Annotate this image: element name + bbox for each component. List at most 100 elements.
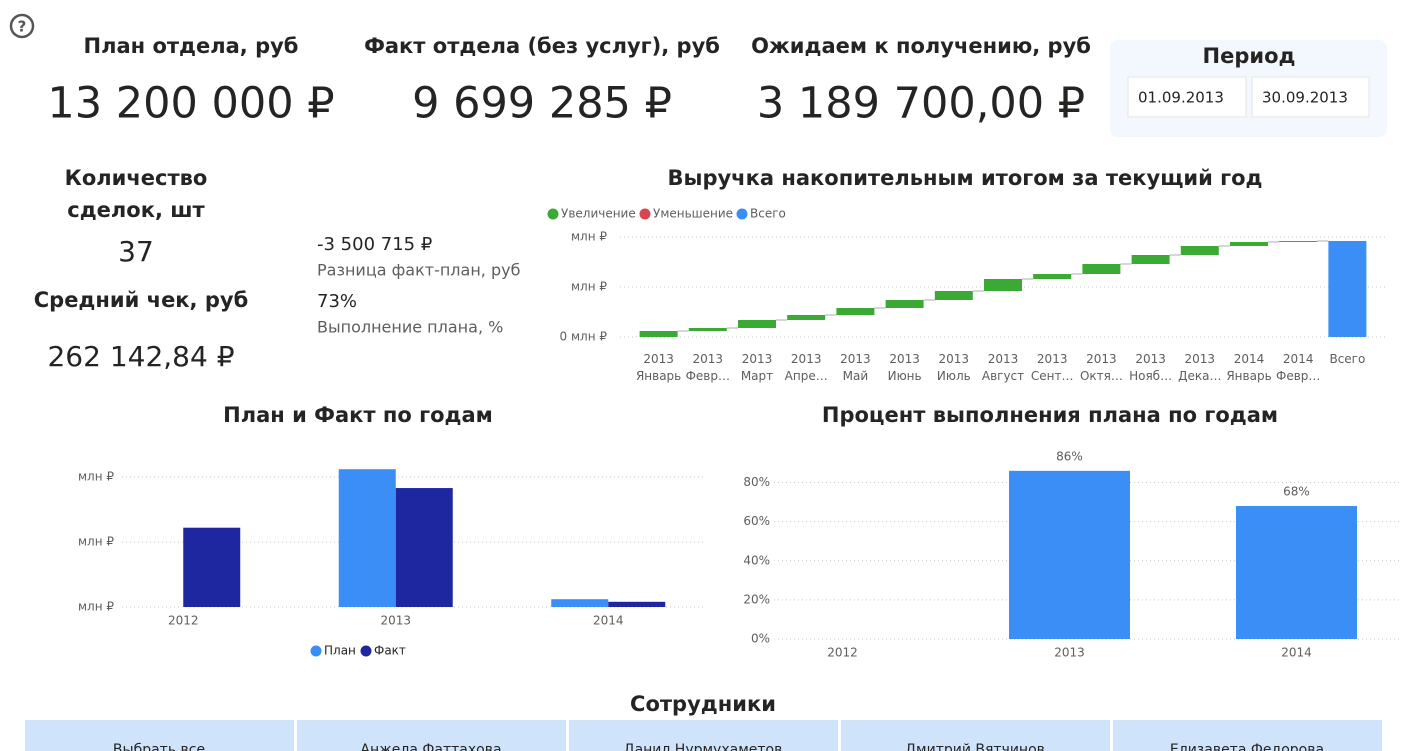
help-icon[interactable] xyxy=(9,13,35,39)
bar xyxy=(1279,241,1318,242)
employee-tile[interactable] xyxy=(25,720,294,751)
x-tick-label: 2013 Февр… xyxy=(686,352,730,383)
bar xyxy=(338,469,396,607)
y-tick-label: млн ₽ xyxy=(571,230,607,244)
bar xyxy=(1180,246,1219,255)
kpi-title: Ожидаем к получению, руб xyxy=(751,34,1091,58)
x-tick-label: 2013 Август xyxy=(982,352,1024,383)
legend-dot xyxy=(736,208,748,220)
employee-tile[interactable] xyxy=(569,720,838,751)
date-input[interactable] xyxy=(1251,76,1370,118)
y-tick-label: 20% xyxy=(743,592,770,606)
help-glyph: ? xyxy=(18,18,27,36)
bar xyxy=(1082,264,1121,274)
y-tick-label: млн ₽ xyxy=(78,470,114,484)
x-tick-line: Май xyxy=(843,369,869,383)
period-title: Период xyxy=(1203,44,1296,68)
employee-name: Елизавета Федорова xyxy=(1170,742,1324,751)
kpi-value: 9 699 285 ₽ xyxy=(412,79,672,129)
deals-title: Количество xyxy=(65,166,208,190)
y-tick-label: 0% xyxy=(751,632,770,646)
chart-title: Выручка накопительным итогом за текущий … xyxy=(667,166,1262,190)
x-tick-line: 2013 xyxy=(1185,352,1216,366)
legend-label: Увеличение xyxy=(561,207,636,221)
x-tick-line: 2013 xyxy=(643,352,674,366)
kpi-value: 13 200 000 ₽ xyxy=(47,79,334,129)
card-value: -3 500 715 ₽ xyxy=(317,234,432,255)
data-label: 68% xyxy=(1283,485,1310,499)
bar xyxy=(688,328,727,331)
card-value: 73% xyxy=(317,291,357,312)
x-tick-label: 2013 Июнь xyxy=(888,352,922,383)
x-tick-line: 2013 xyxy=(840,352,871,366)
x-tick-label: 2013 Нояб… xyxy=(1129,352,1172,383)
x-tick-line: Нояб… xyxy=(1129,369,1172,383)
legend-label: Факт xyxy=(374,644,406,658)
period-start: 01.09.2013 xyxy=(1138,89,1224,107)
x-tick-line: Июль xyxy=(937,369,971,383)
bar xyxy=(885,300,924,308)
x-tick-line: 2013 xyxy=(742,352,773,366)
y-tick-label: 80% xyxy=(743,475,770,489)
bar xyxy=(395,488,453,607)
x-tick-line: Апре… xyxy=(785,369,828,383)
employee-name: Данил Нурмухаметов xyxy=(624,742,783,751)
legend-label: Всего xyxy=(750,207,786,221)
bar xyxy=(1328,241,1367,337)
bar xyxy=(836,308,875,315)
date-input[interactable] xyxy=(1127,76,1247,118)
employee-tile[interactable] xyxy=(841,720,1110,751)
data-label: 86% xyxy=(1056,449,1083,463)
bar xyxy=(934,291,973,300)
x-tick-line: Январь xyxy=(636,369,681,383)
x-tick-label: 2013 Январь xyxy=(636,352,681,383)
x-tick-label: 2013 Март xyxy=(741,352,773,383)
x-tick-label: 2013 Апре… xyxy=(785,352,828,383)
legend-label: Уменьшение xyxy=(653,207,733,221)
employee-tile[interactable] xyxy=(1113,720,1382,751)
x-tick-label: 2014 Январь xyxy=(1226,352,1271,383)
chart-title: Процент выполнения плана по годам xyxy=(822,403,1278,427)
employee-name: Дмитрий Вятчинов xyxy=(905,742,1045,751)
kpi-value: 3 189 700,00 ₽ xyxy=(757,79,1085,129)
legend-dot xyxy=(310,645,322,657)
y-tick-label: 60% xyxy=(743,514,770,528)
x-tick-line: Март xyxy=(741,369,773,383)
bar xyxy=(183,527,241,607)
x-tick-label: 2012 xyxy=(168,614,199,628)
y-tick-label: млн ₽ xyxy=(78,535,114,549)
x-tick-line: 2013 xyxy=(939,352,970,366)
legend-dot xyxy=(547,208,559,220)
legend-dot xyxy=(360,645,372,657)
y-tick-label: млн ₽ xyxy=(78,600,114,614)
bar xyxy=(787,315,826,320)
x-tick-label: 2013 Июль xyxy=(937,352,971,383)
employee-tile[interactable] xyxy=(297,720,566,751)
bar xyxy=(984,279,1022,291)
avg-check-value: 262 142,84 ₽ xyxy=(47,340,234,373)
x-tick-line: 2013 xyxy=(1086,352,1117,366)
employee-name: Анжела Фаттахова xyxy=(360,742,501,751)
employee-name: Выбрать все xyxy=(113,742,205,751)
x-tick-label: Всего xyxy=(1329,352,1365,366)
x-tick-label: 2014 Февр… xyxy=(1276,352,1320,383)
x-tick-line: Дека… xyxy=(1178,369,1221,383)
kpi-title: Факт отдела (без услуг), руб xyxy=(364,34,720,58)
kpi-title: План отдела, руб xyxy=(84,34,299,58)
bar xyxy=(738,320,776,328)
chart-title: План и Факт по годам xyxy=(223,403,493,427)
x-tick-line: 2013 xyxy=(791,352,822,366)
x-tick-line: Октя… xyxy=(1080,369,1123,383)
x-tick-line: 2013 xyxy=(1135,352,1166,366)
bar xyxy=(1009,470,1130,639)
card-label: Выполнение плана, % xyxy=(317,318,503,337)
x-tick-line: Сент… xyxy=(1031,369,1074,383)
deals-title: сделок, шт xyxy=(67,198,205,222)
x-tick-line: Январь xyxy=(1226,369,1271,383)
x-tick-line: 2013 xyxy=(889,352,920,366)
x-tick-line: 2014 xyxy=(1283,352,1314,366)
x-tick-line: Февр… xyxy=(686,369,730,383)
legend-dot xyxy=(639,208,651,220)
x-tick-line: 2014 xyxy=(1234,352,1265,366)
bar xyxy=(608,601,666,607)
